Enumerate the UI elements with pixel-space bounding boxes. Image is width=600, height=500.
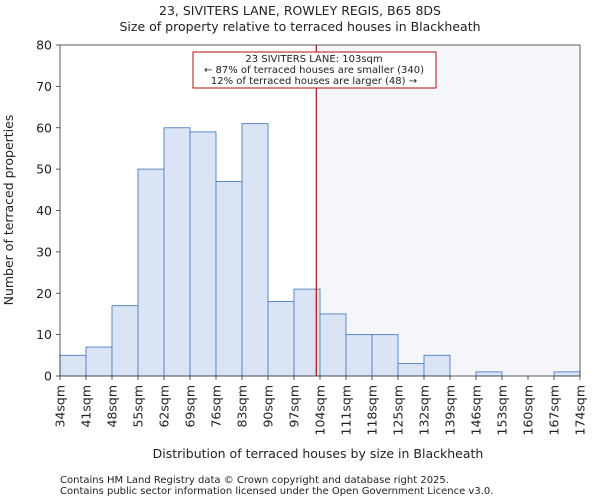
x-tick-label: 48sqm bbox=[105, 385, 120, 428]
annotation-line-1: 23 SIVITERS LANE: 103sqm bbox=[245, 54, 382, 65]
x-tick-label: 167sqm bbox=[547, 385, 562, 435]
bar bbox=[319, 313, 347, 377]
bar bbox=[59, 354, 87, 377]
x-tick-label: 118sqm bbox=[365, 385, 380, 435]
y-tick-label: 30 bbox=[36, 244, 52, 259]
x-axis-ticks: 34sqm 41sqm 48sqm 55sqm 62sqm 69sqm 76sqm 83sqm… bbox=[53, 376, 588, 435]
x-tick-label: 34sqm bbox=[53, 385, 68, 428]
bar bbox=[137, 168, 165, 377]
bar bbox=[241, 123, 269, 377]
annotation-box: 23 SIVITERS LANE: 103sqm ← 87% of terrac… bbox=[192, 51, 437, 89]
bar bbox=[293, 288, 321, 377]
bar bbox=[111, 305, 139, 377]
bar bbox=[267, 301, 295, 377]
x-tick-label: 83sqm bbox=[235, 385, 250, 428]
x-tick-label: 132sqm bbox=[417, 385, 432, 435]
bar bbox=[371, 334, 399, 377]
x-tick-label: 111sqm bbox=[339, 385, 354, 435]
x-tick-label: 104sqm bbox=[313, 385, 328, 435]
y-axis-label: Number of terraced properties bbox=[1, 115, 16, 306]
y-tick-label: 10 bbox=[36, 327, 52, 342]
bar bbox=[85, 346, 113, 377]
bar bbox=[215, 181, 243, 377]
x-tick-label: 69sqm bbox=[183, 385, 198, 428]
bar bbox=[475, 371, 503, 377]
bar bbox=[423, 354, 451, 377]
x-tick-label: 153sqm bbox=[495, 385, 510, 435]
chart-title: 23, SIVITERS LANE, ROWLEY REGIS, B65 8DS bbox=[159, 3, 441, 18]
y-tick-label: 0 bbox=[44, 369, 52, 384]
x-tick-label: 125sqm bbox=[391, 385, 406, 435]
x-tick-label: 97sqm bbox=[287, 385, 302, 428]
y-tick-label: 70 bbox=[36, 79, 52, 94]
bars bbox=[59, 123, 581, 377]
x-tick-label: 55sqm bbox=[131, 385, 146, 428]
y-tick-label: 40 bbox=[36, 203, 52, 218]
annotation-line-2: ← 87% of terraced houses are smaller (34… bbox=[204, 65, 424, 76]
x-tick-label: 76sqm bbox=[209, 385, 224, 428]
x-tick-label: 174sqm bbox=[573, 385, 588, 435]
footer-line-2: Contains public sector information licen… bbox=[60, 486, 493, 497]
x-tick-label: 41sqm bbox=[79, 385, 94, 428]
x-axis-label: Distribution of terraced houses by size … bbox=[153, 446, 484, 461]
bar bbox=[189, 131, 217, 377]
y-tick-label: 50 bbox=[36, 162, 52, 177]
x-tick-label: 62sqm bbox=[157, 385, 172, 428]
bar bbox=[397, 363, 425, 377]
y-tick-label: 60 bbox=[36, 120, 52, 135]
x-tick-label: 146sqm bbox=[469, 385, 484, 435]
y-axis-ticks: 0 10 20 30 40 50 60 70 80 bbox=[36, 38, 60, 384]
footer-line-1: Contains HM Land Registry data © Crown c… bbox=[60, 475, 449, 486]
larger-region-shade bbox=[316, 45, 580, 376]
y-tick-label: 80 bbox=[36, 38, 52, 53]
bar bbox=[163, 127, 191, 377]
x-tick-label: 160sqm bbox=[521, 385, 536, 435]
bar bbox=[553, 371, 581, 377]
x-tick-label: 139sqm bbox=[443, 385, 458, 435]
chart-subtitle: Size of property relative to terraced ho… bbox=[119, 19, 480, 34]
x-tick-label: 90sqm bbox=[261, 385, 276, 428]
bar bbox=[345, 334, 373, 377]
y-tick-label: 20 bbox=[36, 286, 52, 301]
annotation-line-3: 12% of terraced houses are larger (48) → bbox=[211, 76, 417, 87]
